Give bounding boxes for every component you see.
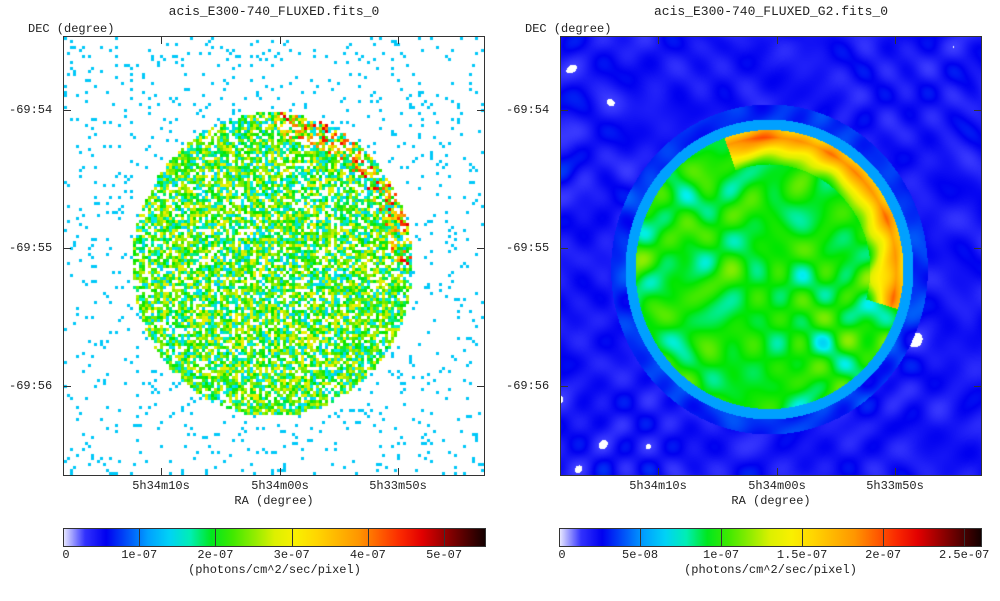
x-tick-label: 5h33m50s	[866, 479, 924, 493]
x-tick-mark	[895, 468, 896, 476]
y-axis-label: DEC (degree)	[28, 22, 115, 36]
x-tick-label: 5h34m00s	[748, 479, 806, 493]
y-tick-mark	[560, 386, 568, 387]
colorbar-tick-mark	[291, 528, 293, 547]
colorbar-label: (photons/cm^2/sec/pixel)	[684, 563, 857, 577]
y-tick-mark	[477, 386, 485, 387]
plot-title: acis_E300-740_FLUXED.fits_0	[168, 4, 380, 19]
y-tick-label: -69:55	[9, 241, 53, 255]
x-tick-mark	[398, 468, 399, 476]
x-axis-label: RA (degree)	[731, 494, 811, 508]
x-tick-mark	[398, 36, 399, 44]
colorbar-tick-label: 5e-08	[622, 548, 659, 562]
plot-title: acis_E300-740_FLUXED_G2.fits_0	[653, 4, 889, 19]
colorbar-tick-label: 1e-07	[703, 548, 740, 562]
colorbar-tick-label: 1.5e-07	[776, 548, 828, 562]
x-tick-mark	[658, 468, 659, 476]
colorbar-tick-mark	[721, 528, 723, 547]
colorbar-tick-mark	[367, 528, 369, 547]
y-tick-mark	[560, 248, 568, 249]
colorbar-tick-label: 5e-07	[426, 548, 463, 562]
y-tick-mark	[560, 110, 568, 111]
colorbar-tick-mark	[444, 528, 446, 547]
colorbar-tick-mark	[215, 528, 217, 547]
x-tick-mark	[280, 36, 281, 44]
x-tick-mark	[161, 468, 162, 476]
x-tick-label: 5h34m10s	[132, 479, 190, 493]
x-tick-label: 5h34m00s	[251, 479, 309, 493]
x-tick-mark	[280, 468, 281, 476]
colorbar-tick-label: 2e-07	[197, 548, 234, 562]
y-tick-label: -69:56	[9, 379, 53, 393]
y-tick-mark	[63, 386, 71, 387]
x-tick-mark	[895, 36, 896, 44]
colorbar-tick-mark	[640, 528, 642, 547]
image-canvas[interactable]	[64, 37, 484, 475]
colorbar-tick-mark	[139, 528, 141, 547]
image-frame[interactable]	[560, 36, 982, 476]
y-tick-mark	[477, 110, 485, 111]
x-axis-label: RA (degree)	[234, 494, 314, 508]
colorbar-tick-mark	[802, 528, 804, 547]
y-tick-mark	[974, 386, 982, 387]
y-tick-label: -69:56	[506, 379, 550, 393]
colorbar-tick-label: 4e-07	[349, 548, 386, 562]
y-tick-mark	[63, 248, 71, 249]
image-frame[interactable]	[63, 36, 485, 476]
y-tick-label: -69:54	[506, 103, 550, 117]
y-tick-mark	[974, 110, 982, 111]
x-tick-mark	[777, 36, 778, 44]
colorbar	[559, 528, 982, 547]
y-tick-label: -69:55	[506, 241, 550, 255]
y-tick-mark	[63, 110, 71, 111]
colorbar	[63, 528, 486, 547]
colorbar-tick-label: 0	[62, 548, 70, 562]
colorbar-tick-mark	[964, 528, 966, 547]
colorbar-label: (photons/cm^2/sec/pixel)	[188, 563, 361, 577]
x-tick-label: 5h34m10s	[629, 479, 687, 493]
y-tick-mark	[477, 248, 485, 249]
x-tick-mark	[658, 36, 659, 44]
x-tick-label: 5h33m50s	[369, 479, 427, 493]
colorbar-tick-label: 1e-07	[121, 548, 158, 562]
colorbar-tick-label: 2e-07	[865, 548, 902, 562]
x-tick-mark	[777, 468, 778, 476]
colorbar-tick-label: 2.5e-07	[938, 548, 990, 562]
y-axis-label: DEC (degree)	[525, 22, 612, 36]
colorbar-tick-mark	[883, 528, 885, 547]
image-canvas[interactable]	[561, 37, 981, 475]
colorbar-tick-label: 0	[558, 548, 566, 562]
x-tick-mark	[161, 36, 162, 44]
colorbar-tick-label: 3e-07	[273, 548, 310, 562]
y-tick-mark	[974, 248, 982, 249]
y-tick-label: -69:54	[9, 103, 53, 117]
